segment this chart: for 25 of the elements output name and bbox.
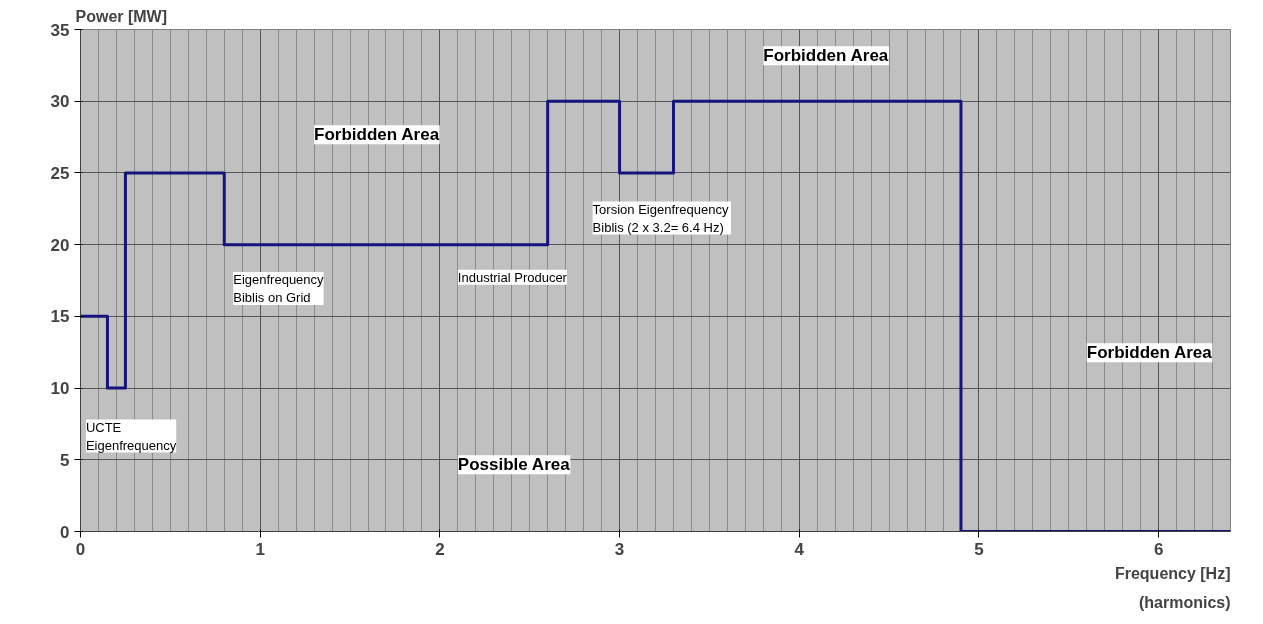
y-tick-label: 10	[50, 379, 70, 399]
x-tick-label: 3	[614, 539, 625, 559]
annotation: Forbidden Area	[314, 125, 440, 145]
y-tick-label: 20	[50, 235, 70, 255]
x-tick-label: 5	[974, 539, 984, 559]
annotation: Torsion Eigenfrequency Biblis (2 x 3.2= 6.4 Hz)	[592, 201, 729, 235]
y-tick-label: 5	[60, 450, 70, 470]
annotation: Possible Area	[457, 455, 571, 475]
y-axis-title: Power [MW]	[75, 7, 168, 25]
y-tick-label: 25	[50, 163, 70, 183]
x-tick-label: 2	[435, 539, 445, 559]
annotation: Forbidden Area	[763, 46, 889, 66]
y-tick-label: 35	[50, 20, 70, 40]
y-tick-label: 15	[50, 307, 70, 327]
x-tick-label: 6	[1153, 539, 1164, 559]
annotation: Industrial Producer	[457, 269, 568, 285]
x-axis-title: Frequency [Hz] (harmonics)	[1114, 564, 1231, 611]
x-tick-label: 0	[75, 539, 86, 559]
annotation: UCTE Eigenfrequency	[85, 419, 177, 453]
y-tick-label: 30	[50, 92, 70, 112]
y-tick-label: 0	[60, 522, 70, 542]
x-tick-label: 1	[255, 539, 265, 559]
x-tick-label: 4	[794, 539, 805, 559]
annotation: Forbidden Area	[1086, 343, 1213, 363]
annotation: Eigenfrequency Biblis on Grid	[233, 271, 325, 305]
